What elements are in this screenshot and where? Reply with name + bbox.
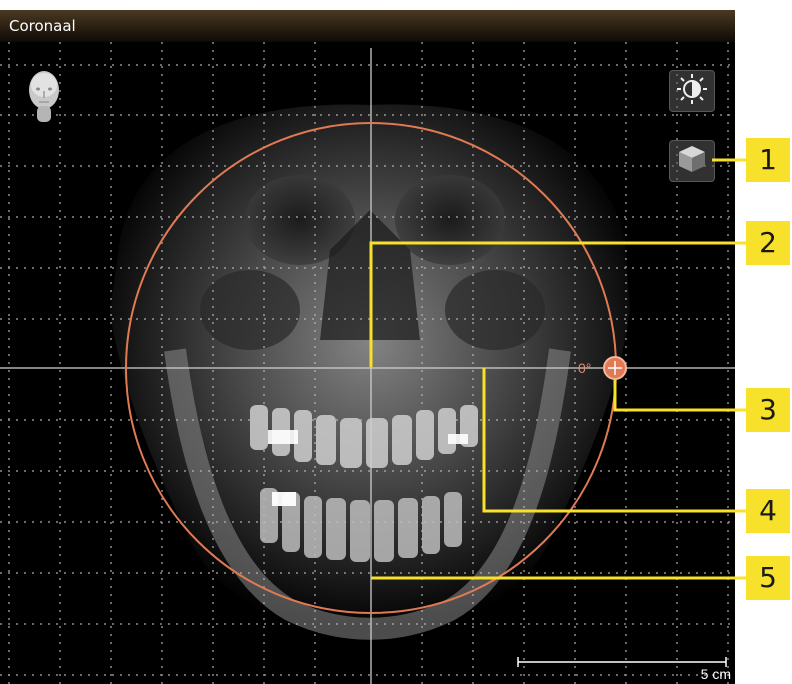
brightness-contrast-button[interactable] xyxy=(669,70,715,112)
3d-view-button[interactable] xyxy=(669,140,715,182)
rotation-angle-label: 0° xyxy=(578,360,592,376)
panel-title: Coronaal xyxy=(9,17,76,35)
scale-bar-label: 5 cm xyxy=(700,666,731,682)
callout-5: 5 xyxy=(746,556,790,600)
callout-4: 4 xyxy=(746,489,790,533)
callout-2: 2 xyxy=(746,221,790,265)
viewport-titlebar: Coronaal xyxy=(0,10,735,42)
head-orientation-icon[interactable] xyxy=(24,68,64,128)
ct-scan-image xyxy=(0,10,735,684)
callout-3: 3 xyxy=(746,388,790,432)
brightness-contrast-icon xyxy=(675,72,709,110)
coronal-viewport[interactable]: Coronaal xyxy=(0,10,735,684)
callout-1: 1 xyxy=(746,138,790,182)
3d-cube-icon xyxy=(675,142,709,180)
